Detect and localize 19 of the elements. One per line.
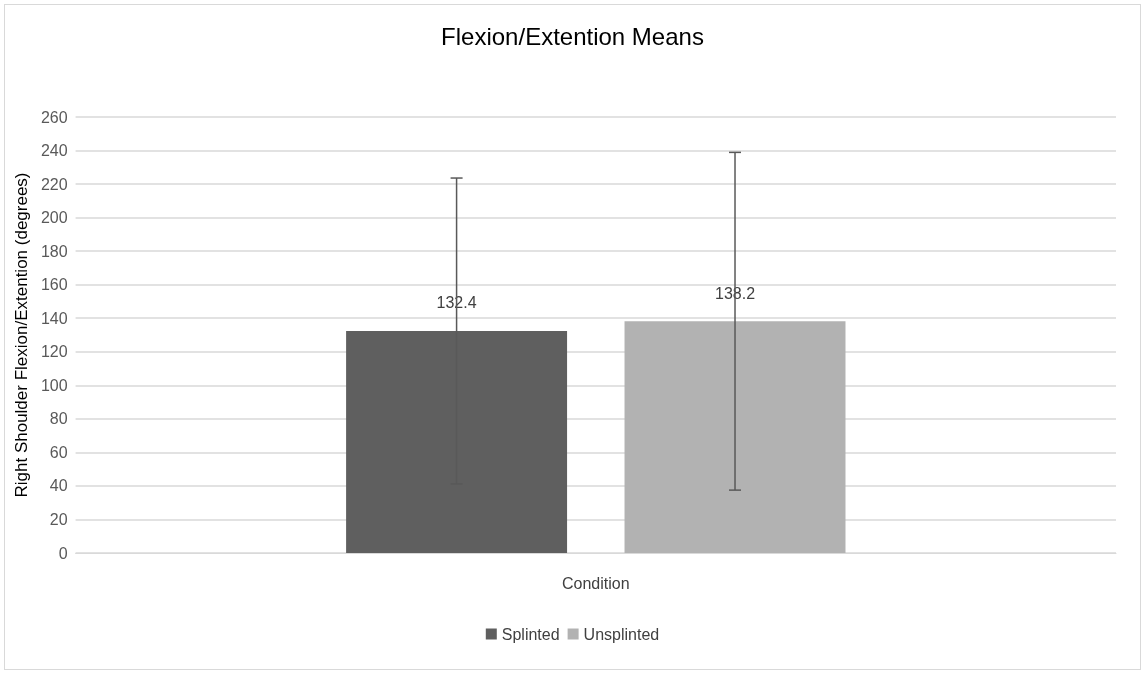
y-tick-label: 60 — [49, 443, 68, 461]
y-tick-label: 180 — [40, 242, 68, 260]
y-tick-label: 220 — [40, 175, 68, 193]
legend-label: Unsplinted — [583, 625, 660, 643]
y-tick-label: 40 — [49, 477, 68, 495]
y-tick-label: 140 — [40, 309, 68, 327]
y-tick-label: 100 — [40, 376, 68, 394]
y-tick-label: 20 — [49, 510, 68, 528]
legend-label: Splinted — [501, 625, 560, 643]
y-tick-label: 80 — [49, 410, 68, 428]
y-tick-label: 0 — [58, 544, 68, 562]
y-tick-label: 260 — [40, 108, 68, 126]
y-tick-label: 240 — [40, 142, 68, 160]
x-tick-label: Condition — [561, 574, 630, 592]
y-axis-title: Right Shoulder Flexion/Extention (degrees) — [12, 172, 31, 498]
y-tick-label: 120 — [40, 343, 68, 361]
chart-title: Flexion/Extention Means — [441, 22, 704, 50]
y-tick-label: 160 — [40, 276, 68, 294]
y-tick-label: 200 — [40, 209, 68, 227]
